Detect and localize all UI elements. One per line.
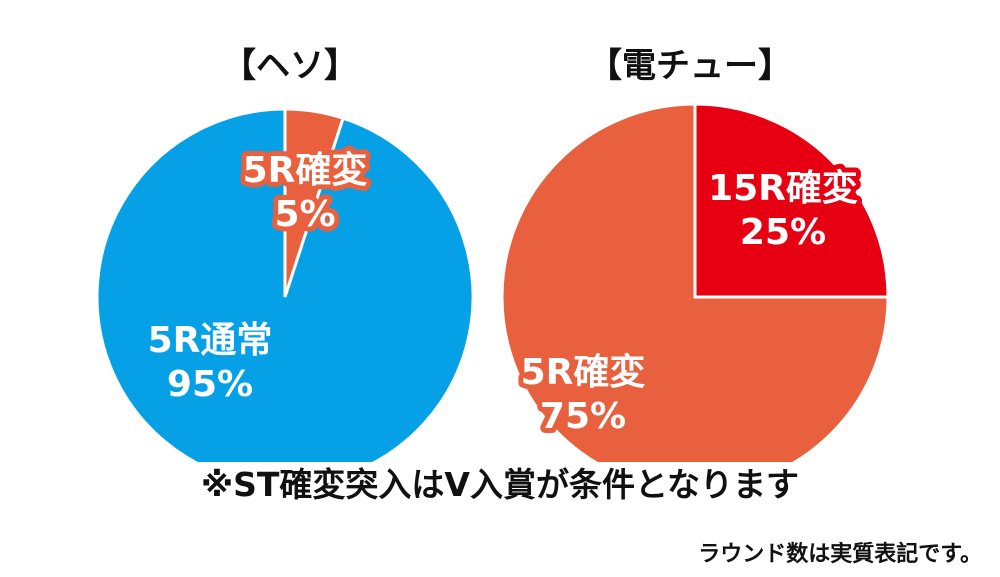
pie-0-slice-1-label: 5R通常 [148,320,273,361]
pie-1-slice-1-percent: 75% [540,396,626,437]
pie-1-slice-0-label: 15R確変 [708,167,858,209]
pie-1-slice-0-percent: 25% [740,212,826,253]
chart-title-left: 【ヘソ】 [222,46,358,86]
pie-0-slice-1-percent: 95% [167,364,253,405]
pie-1-slice-1-label: 5R確変 [521,351,646,393]
pie-1-slice-0 [693,102,890,299]
pie-0-slice-0-percent: 5% [274,194,335,235]
chart-title-right: 【電チュー】 [588,46,792,86]
round-note-text: ラウンド数は実質表記です。 [698,542,982,567]
pie-0-slice-0-label: 5R確変 [243,149,368,191]
pie-1-slice-1 [500,102,890,492]
footnote-text: ※ST確変突入はV入賞が条件となります [189,462,811,510]
